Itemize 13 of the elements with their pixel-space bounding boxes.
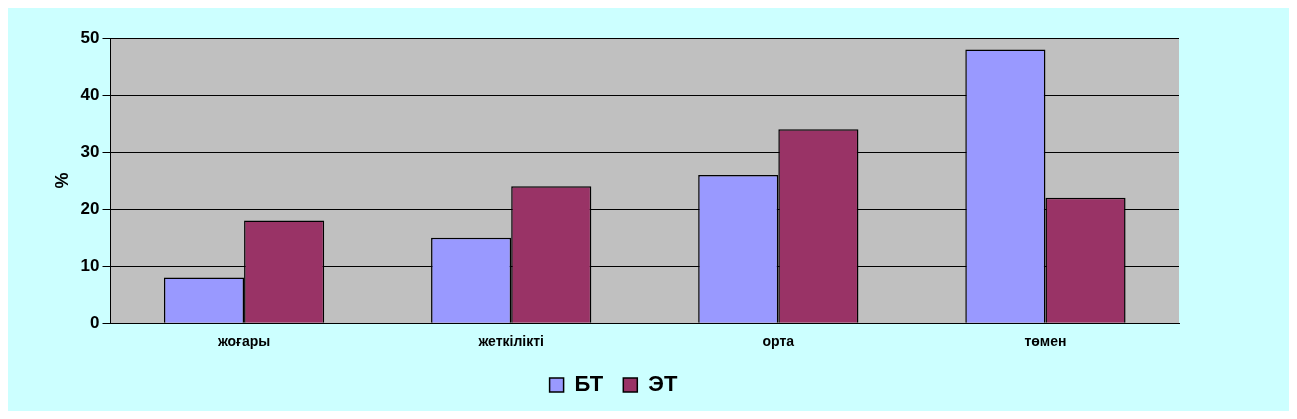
y-tick-label: 10 bbox=[80, 255, 100, 275]
legend-label: ЭТ bbox=[648, 371, 678, 397]
y-tick-label: 0 bbox=[90, 312, 100, 332]
y-tick-label: 40 bbox=[80, 84, 100, 104]
x-tick-label: орта bbox=[762, 333, 795, 350]
y-axis-title: % bbox=[51, 172, 72, 189]
x-tick-label: жеткілікті bbox=[477, 333, 545, 350]
y-tick-label: 20 bbox=[80, 198, 100, 218]
x-tick-label: жоғары bbox=[216, 333, 271, 350]
legend-label: БТ bbox=[574, 371, 604, 397]
x-tick-label: төмен bbox=[1024, 333, 1067, 350]
y-tick-label: 30 bbox=[80, 141, 100, 161]
y-tick-label: 50 bbox=[80, 27, 100, 47]
